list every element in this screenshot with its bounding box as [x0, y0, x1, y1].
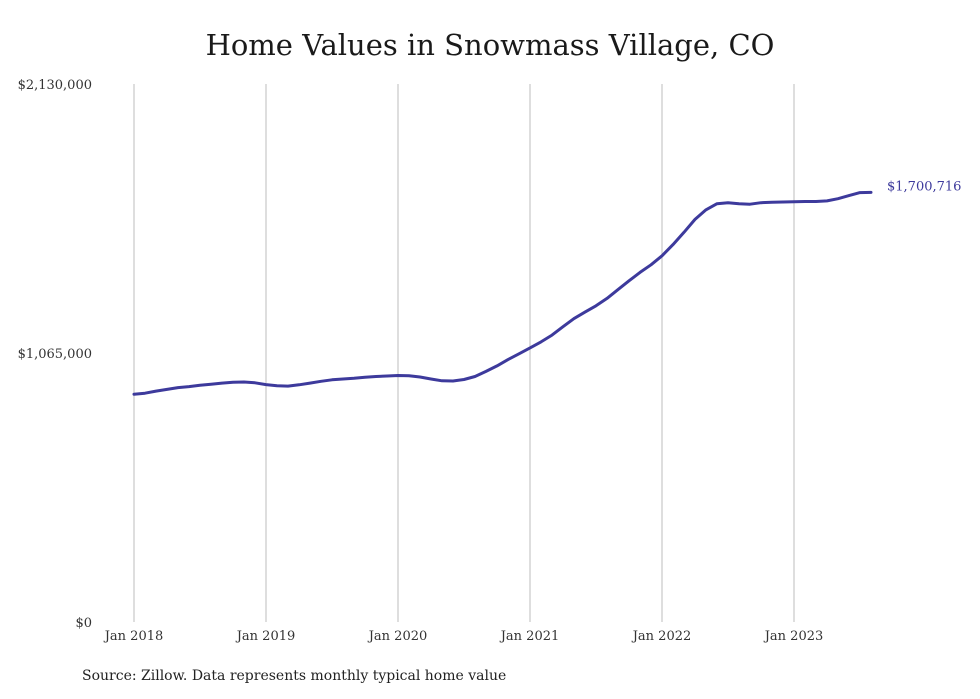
y-tick-label: $2,130,000 — [18, 78, 92, 93]
gridlines — [133, 84, 795, 622]
y-tick-label: $0 — [75, 616, 92, 631]
x-tick-label: Jan 2022 — [631, 629, 692, 644]
x-axis-labels: Jan 2018 Jan 2019 Jan 2020 Jan 2021 Jan 2022… — [103, 629, 824, 644]
x-tick-label: Jan 2019 — [235, 629, 296, 644]
x-tick-label: Jan 2020 — [367, 629, 428, 644]
series-end-label: $1,700,716 — [887, 179, 961, 194]
line-chart: $0$1,065,000$2,130,000 Jan 2018 Jan 2019 J… — [18, 78, 962, 644]
source-note: Source: Zillow. Data represents monthly … — [82, 668, 507, 684]
x-tick-label: Jan 2021 — [499, 629, 560, 644]
y-axis-labels: $0 $1,065,000 $2,130,000 — [18, 78, 92, 631]
y-tick-label: $1,065,000 — [18, 347, 92, 362]
x-tick-label: Jan 2023 — [763, 629, 824, 644]
chart-title: Home Values in Snowmass Village, CO — [205, 28, 775, 62]
series-line — [132, 190, 873, 396]
x-tick-label: Jan 2018 — [103, 629, 164, 644]
